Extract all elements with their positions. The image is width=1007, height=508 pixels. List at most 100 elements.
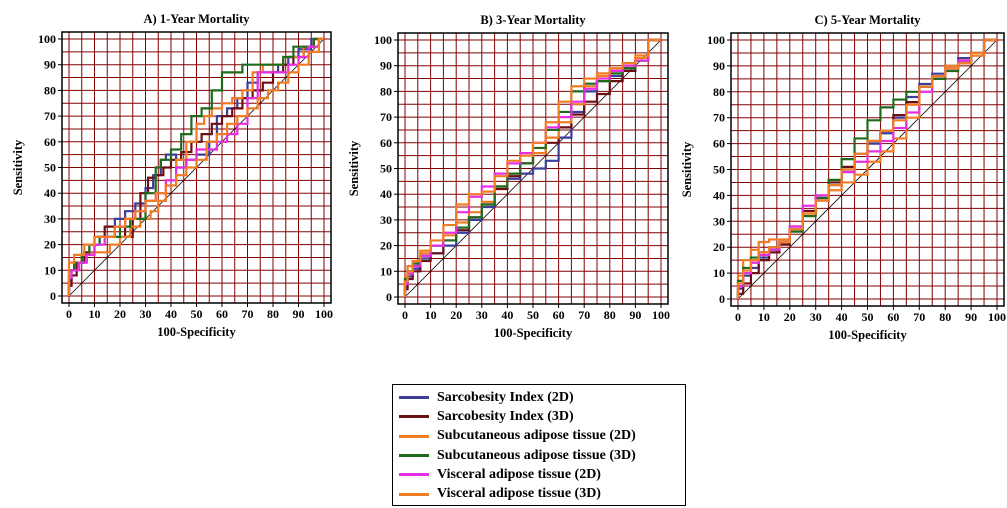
- legend-swatch: [399, 434, 429, 438]
- y-tick-label: 30: [380, 213, 392, 227]
- y-tick-label: 50: [713, 163, 725, 177]
- legend-item: Sarcobesity Index (3D): [399, 407, 679, 426]
- legend-label: Subcutaneous adipose tissue (3D): [437, 447, 636, 463]
- x-tick-label: 40: [501, 308, 513, 322]
- y-tick-label: 20: [44, 238, 56, 252]
- y-tick-label: 10: [44, 263, 56, 277]
- x-tick-label: 70: [913, 310, 925, 324]
- x-tick-label: 100: [315, 307, 333, 321]
- y-tick-label: 90: [713, 59, 725, 73]
- x-tick-label: 80: [604, 308, 616, 322]
- x-tick-label: 100: [988, 310, 1006, 324]
- x-tick-label: 20: [784, 310, 796, 324]
- x-tick-label: 60: [216, 307, 228, 321]
- x-tick-label: 10: [425, 308, 437, 322]
- y-tick-label: 70: [44, 109, 56, 123]
- legend-item: Sarcobesity Index (2D): [399, 388, 679, 407]
- y-tick-label: 90: [44, 58, 56, 72]
- y-axis-label: Sensitivity: [680, 141, 694, 197]
- chart-panel: 00 10 10 20 20 30 30 40 40 50 50 60 60 70 70 80 80 90 90 10…: [347, 13, 670, 340]
- y-tick-label: 60: [44, 135, 56, 149]
- x-tick-label: 50: [527, 308, 539, 322]
- legend-item: Subcutaneous adipose tissue (2D): [399, 427, 679, 446]
- chart-panel: 00 10 10 20 20 30 30 40 40 50 50 60 60 70 70 80 80 90 90 10…: [11, 12, 333, 339]
- y-tick-label: 40: [380, 187, 392, 201]
- x-tick-label: 50: [191, 307, 203, 321]
- legend-label: Sarcobesity Index (3D): [437, 408, 574, 424]
- x-axis-label: 100-Specificity: [828, 328, 907, 342]
- legend-item: Visceral adipose tissue (2D): [399, 465, 679, 484]
- y-tick-label: 70: [380, 110, 392, 124]
- y-tick-label: 30: [44, 212, 56, 226]
- x-tick-label: 40: [836, 310, 848, 324]
- x-tick-label: 40: [165, 307, 177, 321]
- x-tick-label: 70: [578, 308, 590, 322]
- y-tick-label: 100: [38, 32, 56, 46]
- roc-curve: [67, 37, 324, 296]
- x-tick-label: 100: [652, 308, 670, 322]
- x-tick-label: 0: [735, 310, 741, 324]
- y-tick-label: 60: [713, 137, 725, 151]
- y-tick-label: 50: [44, 161, 56, 175]
- x-tick-label: 90: [965, 310, 977, 324]
- y-tick-label: 0: [386, 290, 392, 304]
- x-tick-label: 50: [862, 310, 874, 324]
- x-tick-label: 90: [293, 307, 305, 321]
- y-tick-label: 40: [44, 186, 56, 200]
- x-tick-label: 10: [89, 307, 101, 321]
- x-tick-label: 30: [810, 310, 822, 324]
- x-tick-label: 20: [450, 308, 462, 322]
- legend-item: Subcutaneous adipose tissue (3D): [399, 446, 679, 465]
- legend-swatch: [399, 415, 429, 419]
- chart-panel: 00 10 10 20 20 30 30 40 40 50 50 60 60 70 70 80 80 90 90 10…: [680, 13, 1006, 342]
- y-tick-label: 0: [719, 292, 725, 306]
- legend-label: Visceral adipose tissue (2D): [437, 466, 601, 482]
- x-tick-label: 60: [553, 308, 565, 322]
- legend-item: Visceral adipose tissue (3D): [399, 484, 679, 503]
- legend-swatch: [399, 396, 429, 400]
- roc-curve: [403, 38, 661, 297]
- x-tick-label: 0: [402, 308, 408, 322]
- chart-title: B) 3-Year Mortality: [480, 13, 586, 27]
- x-tick-label: 80: [939, 310, 951, 324]
- y-tick-label: 100: [374, 33, 392, 47]
- x-tick-label: 70: [242, 307, 254, 321]
- x-tick-label: 30: [140, 307, 152, 321]
- chart-title: C) 5-Year Mortality: [815, 13, 922, 27]
- roc-curve: [736, 38, 997, 299]
- y-axis-label: Sensitivity: [11, 139, 25, 195]
- x-axis-label: 100-Specificity: [494, 326, 573, 340]
- y-tick-label: 80: [380, 84, 392, 98]
- legend: Sarcobesity Index (2D) Sarcobesity Index…: [392, 384, 686, 506]
- y-tick-label: 100: [707, 33, 725, 47]
- x-tick-label: 60: [887, 310, 899, 324]
- x-axis-label: 100-Specificity: [157, 325, 236, 339]
- y-tick-label: 20: [713, 240, 725, 254]
- legend-label: Sarcobesity Index (2D): [437, 389, 574, 405]
- y-tick-label: 80: [44, 83, 56, 97]
- y-tick-label: 80: [713, 85, 725, 99]
- x-tick-label: 20: [114, 307, 126, 321]
- y-tick-label: 90: [380, 59, 392, 73]
- y-tick-label: 10: [380, 264, 392, 278]
- roc-curve: [403, 38, 661, 297]
- y-axis-label: Sensitivity: [347, 140, 361, 196]
- legend-swatch: [399, 454, 429, 458]
- x-tick-label: 10: [758, 310, 770, 324]
- y-tick-label: 70: [713, 111, 725, 125]
- roc-curve: [67, 37, 324, 296]
- y-tick-label: 60: [380, 136, 392, 150]
- legend-swatch: [399, 492, 429, 496]
- x-tick-label: 90: [629, 308, 641, 322]
- x-tick-label: 0: [66, 307, 72, 321]
- y-tick-label: 10: [713, 266, 725, 280]
- chart-title: A) 1-Year Mortality: [144, 12, 251, 26]
- y-tick-label: 20: [380, 239, 392, 253]
- y-tick-label: 50: [380, 162, 392, 176]
- x-tick-label: 80: [267, 307, 279, 321]
- y-tick-label: 30: [713, 214, 725, 228]
- legend-label: Visceral adipose tissue (3D): [437, 486, 601, 502]
- legend-swatch: [399, 473, 429, 477]
- y-tick-label: 0: [50, 289, 56, 303]
